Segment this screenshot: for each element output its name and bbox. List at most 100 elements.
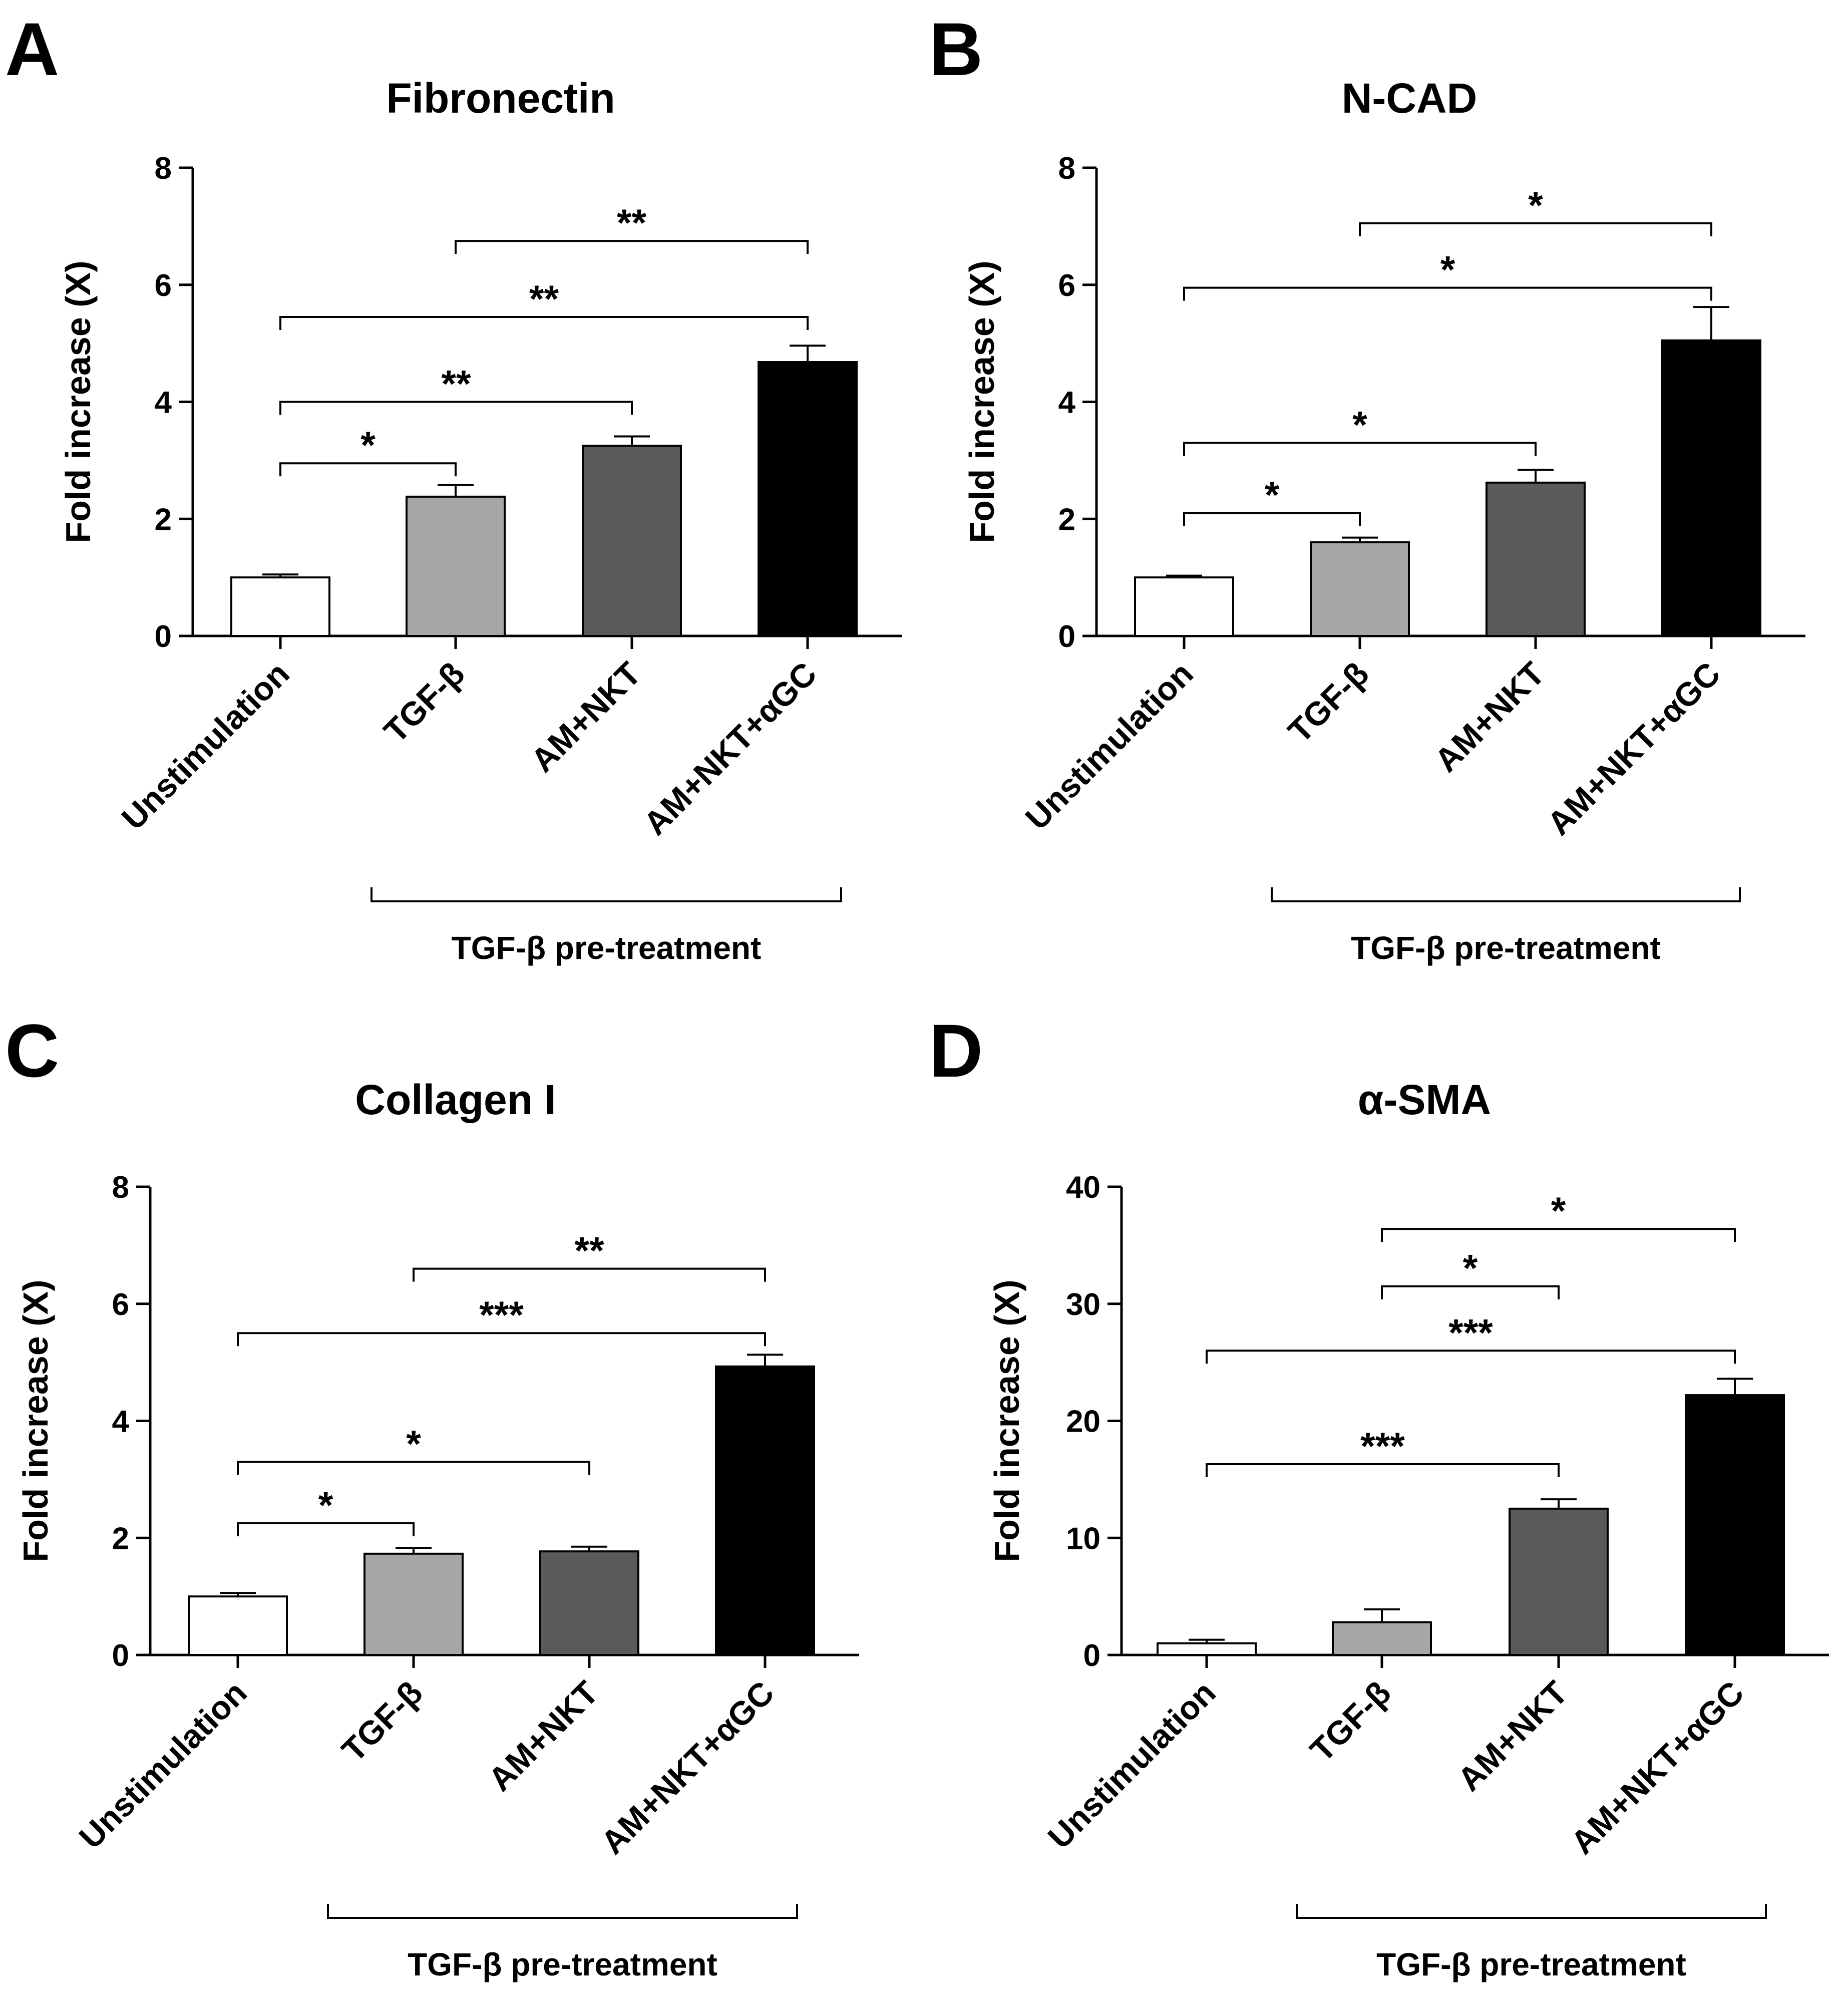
y-tick-label: 8 [155,151,172,186]
bar [1685,1394,1785,1656]
y-tick-label: 6 [112,1287,129,1322]
y-tick-label: 30 [1066,1287,1100,1322]
group-bracket [1296,1904,1767,1919]
significance-bracket [1206,1463,1560,1477]
significance-bracket [1206,1350,1736,1364]
bar [1310,541,1410,637]
category-label: AM+NKT+αGC [636,655,824,842]
group-label: TGF-β pre-treatment [408,1946,717,1982]
category-label: Unstimulation [1018,655,1200,837]
category-label: Unstimulation [72,1674,253,1856]
category-label: Unstimulation [1040,1674,1222,1856]
significance-bracket [237,1461,590,1475]
chart-title: α-SMA [1358,1076,1491,1123]
bar [1486,481,1586,637]
significance-bracket [413,1267,766,1282]
group-label: TGF-β pre-treatment [1376,1946,1686,1982]
panel-letter: D [929,1009,983,1093]
y-tick-label: 2 [1058,502,1075,537]
significance-label: *** [479,1294,524,1337]
y-tick-label: 6 [1058,268,1075,303]
bar [1661,339,1761,637]
y-tick-label: 4 [112,1405,130,1439]
bar [758,361,858,637]
group-bracket [1271,887,1741,902]
category-label: AM+NKT+αGC [1564,1674,1751,1861]
bar [582,445,682,637]
significance-label: * [1440,249,1455,291]
significance-label: * [1528,184,1543,227]
panel-letter: C [5,1009,59,1093]
category-label: AM+NKT [1450,1674,1575,1798]
significance-label: * [1265,474,1280,517]
category-label: AM+NKT+αGC [594,1674,781,1861]
y-tick-label: 0 [112,1638,129,1673]
significance-label: * [1352,404,1367,446]
category-label: TGF-β [1303,1674,1398,1769]
chart-svg: Dα-SMA Fold increase (X) 0 10 20 30 40 Unstimul… [929,1009,1829,1982]
category-label: TGF-β [1281,655,1376,750]
panel-letter: B [929,7,983,91]
y-tick-label: 10 [1066,1521,1100,1556]
y-tick-label: 8 [112,1170,129,1205]
significance-bracket [1183,442,1537,456]
significance-label: * [406,1423,421,1465]
significance-bracket [279,462,457,477]
significance-bracket [279,401,633,415]
y-axis-label: Fold increase (X) [59,260,98,543]
significance-label: * [1551,1190,1566,1232]
y-tick-label: 40 [1066,1170,1100,1205]
significance-label: *** [1448,1311,1493,1354]
significance-bracket [1359,222,1712,237]
category-label: TGF-β [377,655,472,750]
panel-a: A Fibronectin Fold increase (X) 0 2 4 6 8 Unstim… [0,0,924,1001]
group-bracket [327,1904,798,1919]
bar [1134,576,1234,637]
significance-label: * [360,424,376,467]
significance-label: * [318,1484,333,1527]
panel-c: C Collagen I Fold increase (X) 0 2 4 6 8 Unstimu… [0,1001,924,2004]
bar [1509,1507,1609,1656]
chart-title: N-CAD [1342,75,1477,122]
significance-label: *** [1360,1425,1405,1468]
y-tick-label: 0 [1058,619,1075,654]
chart-title: Collagen I [355,1076,556,1123]
significance-bracket [1381,1228,1736,1242]
chart-svg: B N-CAD Fold increase (X) 0 2 4 6 8 Unstimulatio… [929,7,1805,966]
y-tick-label: 0 [1083,1638,1100,1673]
significance-label: * [1463,1247,1478,1290]
bar [188,1595,288,1656]
significance-bracket [1183,286,1712,301]
bar [363,1552,464,1656]
significance-bracket [279,316,809,330]
group-bracket [371,887,842,902]
significance-label: ** [574,1230,604,1272]
category-label: Unstimulation [114,655,296,837]
chart-title: Fibronectin [386,75,615,122]
category-label: AM+NKT [524,655,648,779]
panel-b: B N-CAD Fold increase (X) 0 2 4 6 8 Unstimulatio… [924,0,1848,1001]
y-tick-label: 2 [112,1521,129,1556]
y-tick-label: 4 [155,386,172,420]
group-label: TGF-β pre-treatment [1351,930,1661,966]
group-label: TGF-β pre-treatment [452,930,762,966]
y-tick-label: 6 [155,268,172,303]
significance-bracket [1183,512,1361,526]
bar [1332,1621,1432,1656]
significance-bracket [455,240,809,254]
bar [539,1550,639,1656]
category-label: AM+NKT [481,1674,605,1798]
y-tick-label: 20 [1066,1405,1100,1439]
bar [230,576,330,637]
panel-letter: A [5,7,59,91]
category-label: AM+NKT [1427,655,1552,779]
significance-bracket [237,1332,766,1347]
significance-bracket [1381,1285,1560,1299]
significance-label: ** [617,202,647,244]
y-tick-label: 8 [1058,151,1075,186]
bar [715,1365,815,1656]
category-label: AM+NKT+αGC [1540,655,1727,842]
y-tick-label: 0 [155,619,172,654]
y-axis-label: Fold increase (X) [16,1279,55,1562]
